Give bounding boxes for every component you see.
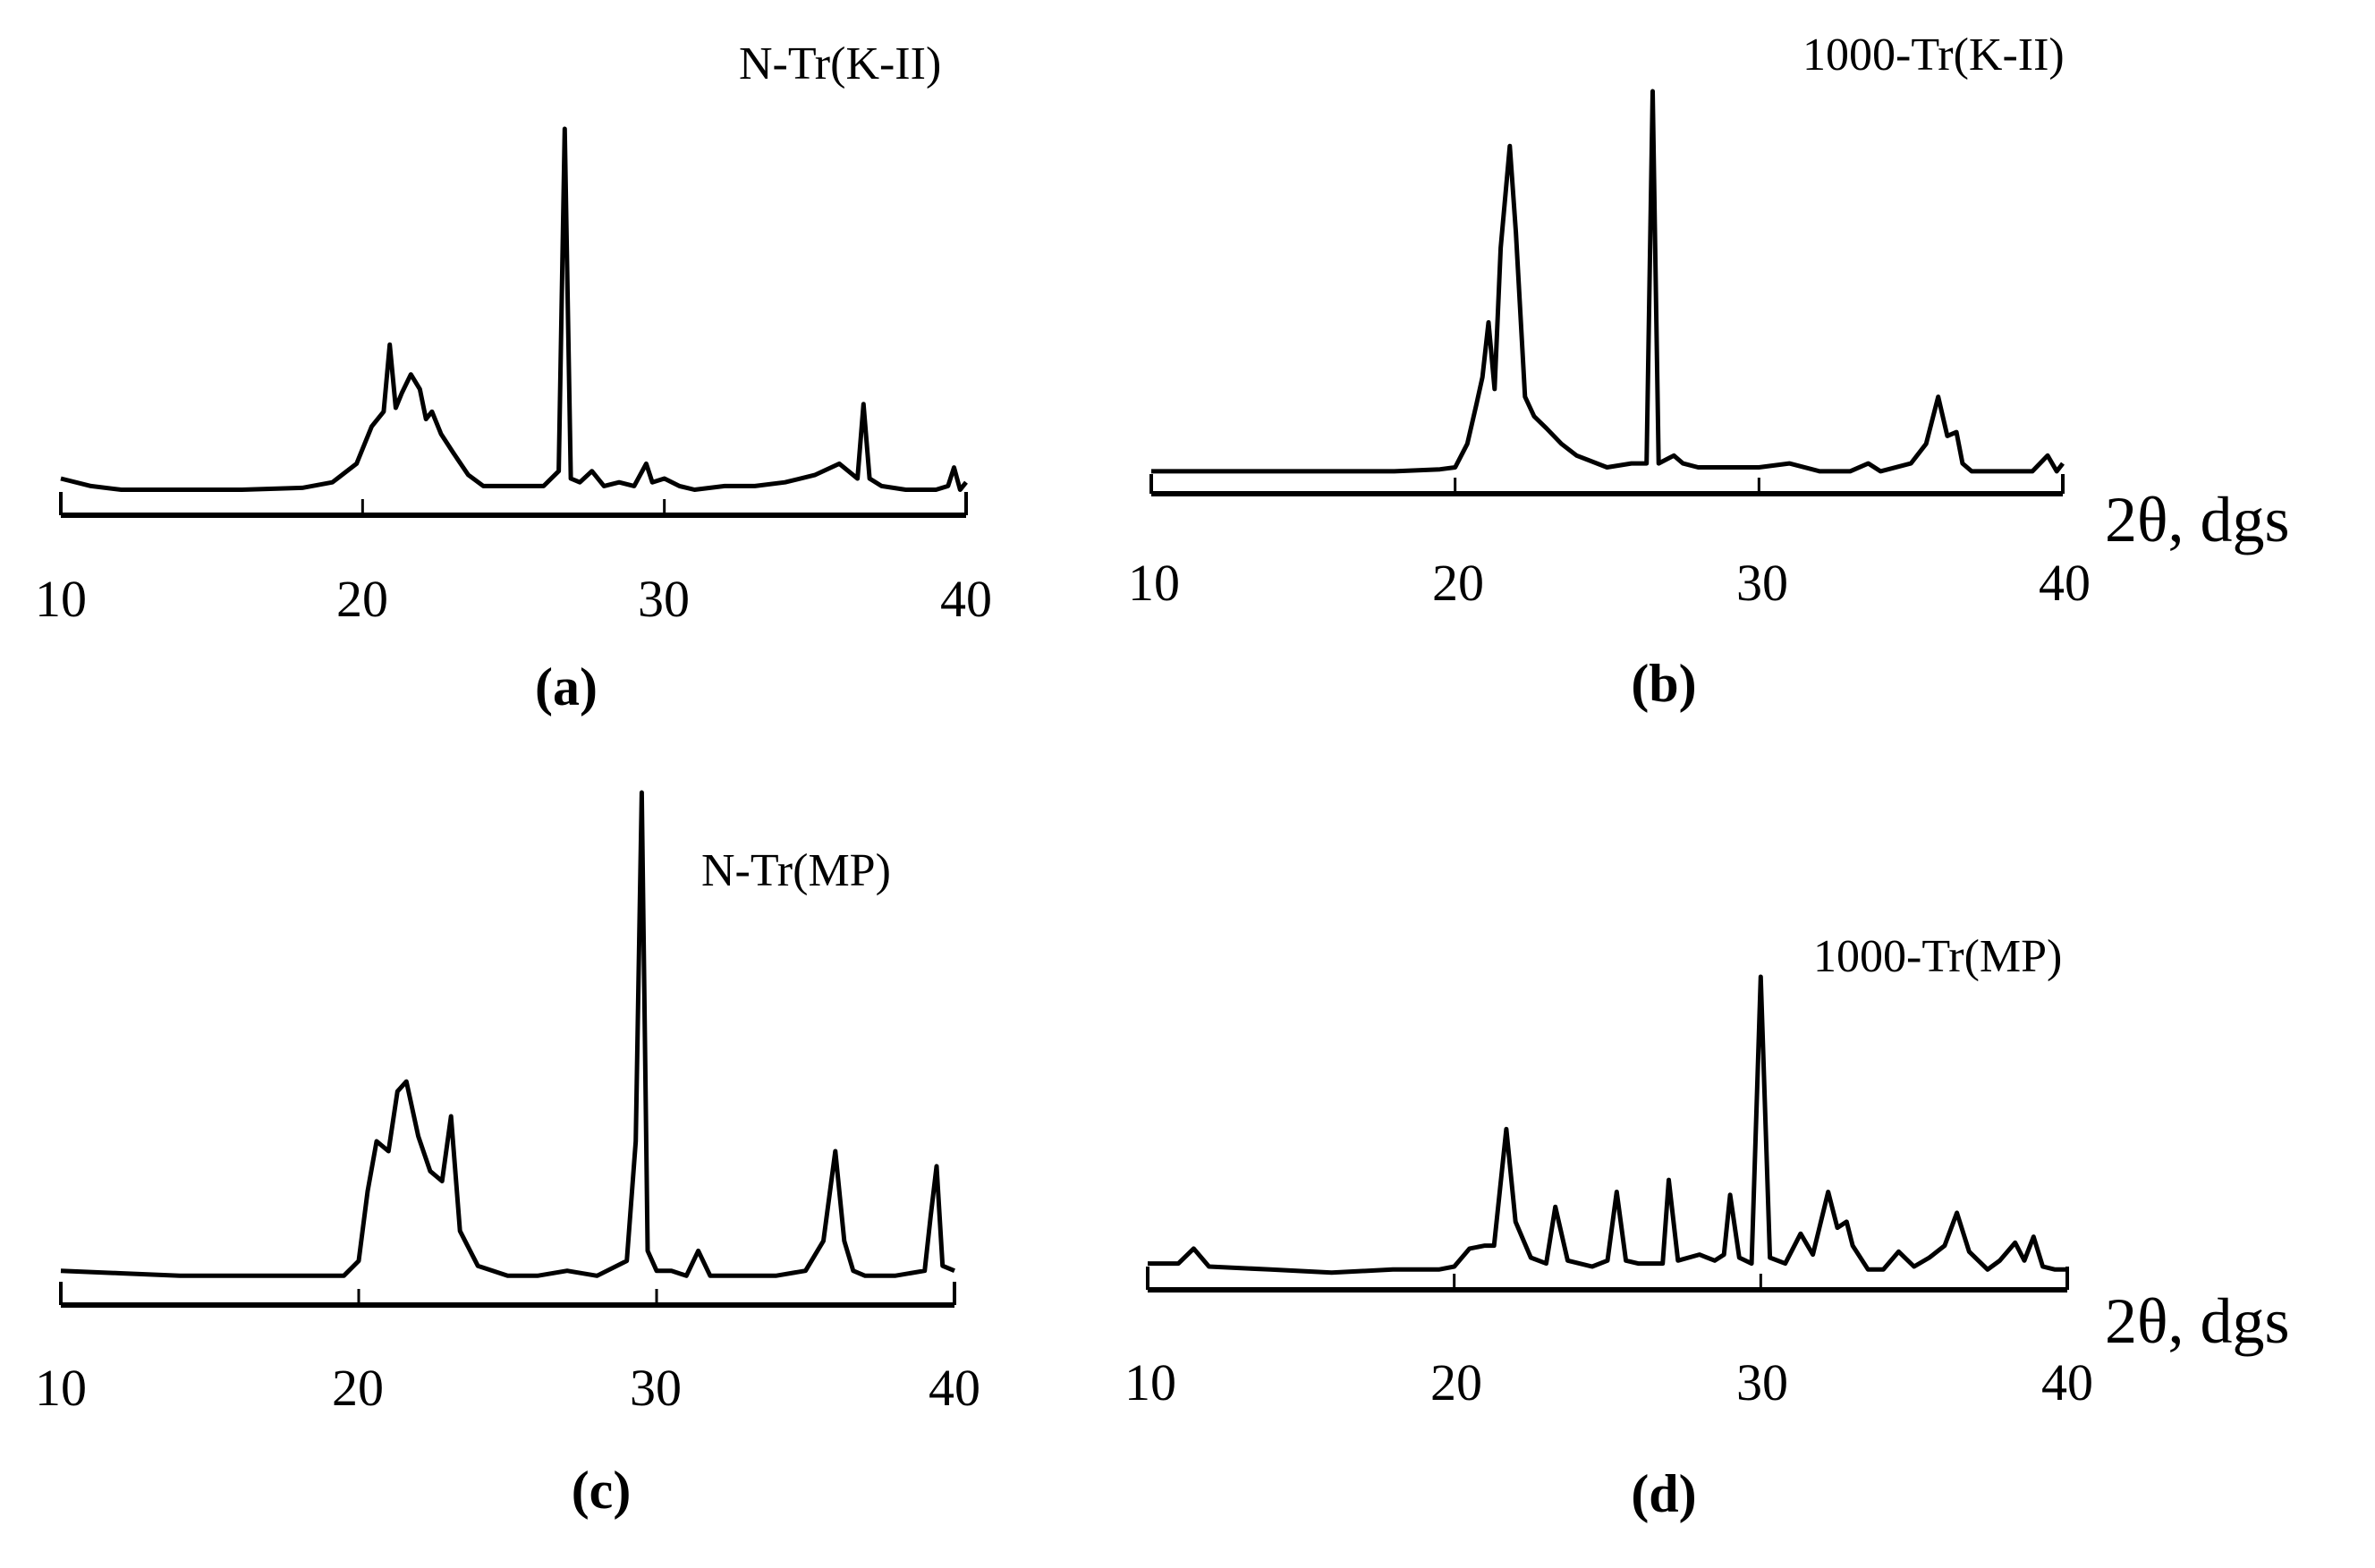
series-title-a: N-Tr(K-II) [739,38,942,89]
x-tick-20-a: 20 [336,570,388,628]
series-title-d: 1000-Tr(MP) [1813,931,2063,982]
x-tick-30-c: 30 [630,1359,682,1417]
x-tick-40-a: 40 [940,570,992,628]
x-tick-10-d: 10 [1124,1353,1176,1411]
xrd-plot-c [59,790,956,1308]
x-tick-10-a: 10 [35,570,87,628]
series-title-c: N-Tr(MP) [701,845,891,896]
x-tick-20-b: 20 [1432,554,1484,612]
x-tick-30-d: 30 [1736,1353,1788,1411]
x-tick-40-c: 40 [929,1359,980,1417]
x-tick-40-d: 40 [2041,1353,2093,1411]
caption-b: (b) [1631,654,1697,713]
panel-b: 1000-Tr(K-II) 2θ, dgs 10 20 30 40 (b) [0,0,2375,760]
diffraction-pattern-line [1148,974,2067,1276]
xrd-plot-b [1149,89,2065,496]
x-axis-label-b: 2θ, dgs [2105,484,2290,555]
x-tick-40-b: 40 [2039,554,2091,612]
diffraction-pattern-line [60,126,968,492]
caption-d: (d) [1631,1464,1697,1523]
series-title-b: 1000-Tr(K-II) [1802,30,2065,81]
panel-a: N-Tr(K-II) 10 20 30 40 (a) [0,0,1187,760]
xrd-plot-a [59,126,968,518]
diffraction-pattern-line [1151,89,2065,474]
caption-c: (c) [571,1461,632,1520]
x-tick-30-b: 30 [1736,554,1788,612]
x-axis-label-d: 2θ, dgs [2105,1285,2290,1357]
x-tick-10-c: 10 [35,1359,87,1417]
diffraction-pattern-line [60,790,955,1278]
caption-a: (a) [535,657,598,716]
panel-c: N-Tr(MP) 10 20 30 40 (c) [0,0,1187,1568]
x-tick-30-a: 30 [638,570,690,628]
x-tick-20-c: 20 [332,1359,384,1417]
x-tick-20-d: 20 [1430,1353,1482,1411]
x-tick-10-b: 10 [1128,554,1180,612]
